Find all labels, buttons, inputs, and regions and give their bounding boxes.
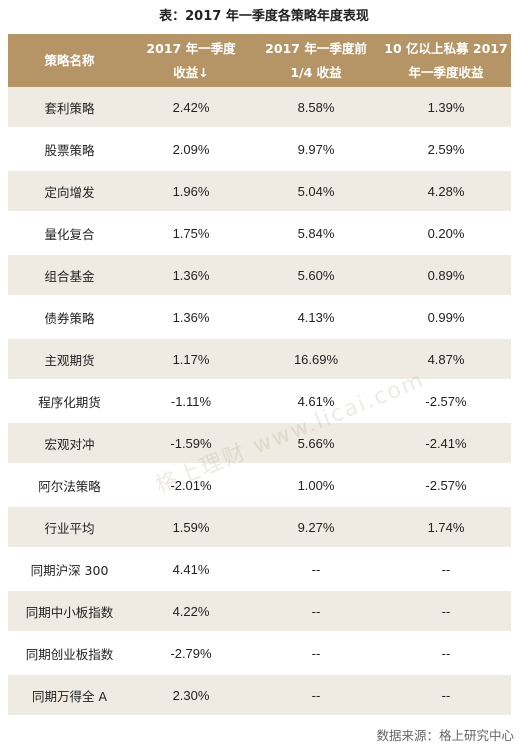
cell-q1-return: 2.42%	[131, 87, 251, 128]
cell-pre-q1-return: 5.66%	[251, 422, 381, 464]
cell-large-fund-q1-return: --	[381, 590, 511, 632]
table-row: 股票策略 2.09% 9.97% 2.59%	[8, 128, 511, 170]
table-title: 表：2017 年一季度各策略年度表现	[159, 9, 369, 24]
table-header: 策略名称 2017 年一季度 收益↓ 2017 年一季度前 1/4 收益 10 亿以上私募…	[8, 34, 511, 87]
cell-strategy-name: 程序化期货	[8, 380, 131, 422]
cell-q1-return: 4.22%	[131, 590, 251, 632]
cell-strategy-name: 宏观对冲	[8, 422, 131, 464]
header-text-line: 收益↓	[173, 64, 209, 80]
cell-large-fund-q1-return: -2.57%	[381, 380, 511, 422]
cell-pre-q1-return: 9.97%	[251, 128, 381, 170]
cell-q1-return: -2.01%	[131, 464, 251, 506]
cell-pre-q1-return: --	[251, 548, 381, 590]
table-row: 同期万得全 A 2.30% -- --	[8, 674, 511, 716]
table-row: 阿尔法策略 -2.01% 1.00% -2.57%	[8, 464, 511, 506]
table-row: 宏观对冲 -1.59% 5.66% -2.41%	[8, 422, 511, 464]
cell-large-fund-q1-return: -2.41%	[381, 422, 511, 464]
header-large-fund-q1-return: 10 亿以上私募 2017 年一季度收益	[381, 34, 511, 87]
cell-large-fund-q1-return: 4.87%	[381, 338, 511, 380]
cell-pre-q1-return: 4.13%	[251, 296, 381, 338]
table-body: 套利策略 2.42% 8.58% 1.39% 股票策略 2.09% 9.97% 2.59% 定向…	[8, 87, 511, 716]
table-row: 债券策略 1.36% 4.13% 0.99%	[8, 296, 511, 338]
cell-large-fund-q1-return: 0.99%	[381, 296, 511, 338]
table-row: 定向增发 1.96% 5.04% 4.28%	[8, 170, 511, 212]
table-row: 同期中小板指数 4.22% -- --	[8, 590, 511, 632]
cell-strategy-name: 股票策略	[8, 128, 131, 170]
cell-large-fund-q1-return: -2.57%	[381, 464, 511, 506]
cell-q1-return: 1.75%	[131, 212, 251, 254]
cell-q1-return: 2.30%	[131, 674, 251, 716]
cell-strategy-name: 行业平均	[8, 506, 131, 548]
cell-pre-q1-return: 5.04%	[251, 170, 381, 212]
header-pre-q1-return: 2017 年一季度前 1/4 收益	[251, 34, 381, 87]
cell-large-fund-q1-return: --	[381, 548, 511, 590]
cell-strategy-name: 定向增发	[8, 170, 131, 212]
cell-large-fund-q1-return: 4.28%	[381, 170, 511, 212]
cell-strategy-name: 同期万得全 A	[8, 674, 131, 716]
cell-strategy-name: 组合基金	[8, 254, 131, 296]
cell-strategy-name: 套利策略	[8, 87, 131, 128]
cell-large-fund-q1-return: 1.39%	[381, 87, 511, 128]
cell-q1-return: 1.36%	[131, 296, 251, 338]
cell-q1-return: 1.59%	[131, 506, 251, 548]
cell-large-fund-q1-return: 1.74%	[381, 506, 511, 548]
cell-strategy-name: 同期中小板指数	[8, 590, 131, 632]
cell-large-fund-q1-return: 0.89%	[381, 254, 511, 296]
cell-large-fund-q1-return: 2.59%	[381, 128, 511, 170]
cell-q1-return: -1.11%	[131, 380, 251, 422]
cell-pre-q1-return: --	[251, 632, 381, 674]
cell-strategy-name: 量化复合	[8, 212, 131, 254]
cell-q1-return: 2.09%	[131, 128, 251, 170]
header-text-line: 10 亿以上私募 2017	[384, 40, 508, 56]
cell-strategy-name: 阿尔法策略	[8, 464, 131, 506]
cell-large-fund-q1-return: --	[381, 674, 511, 716]
cell-large-fund-q1-return: 0.20%	[381, 212, 511, 254]
cell-pre-q1-return: 16.69%	[251, 338, 381, 380]
table-row: 套利策略 2.42% 8.58% 1.39%	[8, 87, 511, 128]
strategy-performance-table: 策略名称 2017 年一季度 收益↓ 2017 年一季度前 1/4 收益 10 亿以上私募…	[8, 34, 511, 717]
cell-pre-q1-return: 5.84%	[251, 212, 381, 254]
cell-q1-return: 1.96%	[131, 170, 251, 212]
data-source-note: 数据来源：格上研究中心	[376, 728, 514, 743]
table-row: 组合基金 1.36% 5.60% 0.89%	[8, 254, 511, 296]
header-text-line: 年一季度收益	[408, 64, 484, 80]
header-text-line: 2017 年一季度前	[265, 40, 367, 56]
table-row: 同期沪深 300 4.41% -- --	[8, 548, 511, 590]
header-row: 策略名称 2017 年一季度 收益↓ 2017 年一季度前 1/4 收益 10 亿以上私募…	[8, 34, 511, 87]
cell-q1-return: 1.17%	[131, 338, 251, 380]
cell-q1-return: 4.41%	[131, 548, 251, 590]
cell-strategy-name: 同期创业板指数	[8, 632, 131, 674]
cell-pre-q1-return: 8.58%	[251, 87, 381, 128]
cell-pre-q1-return: --	[251, 590, 381, 632]
cell-q1-return: 1.36%	[131, 254, 251, 296]
table-row: 量化复合 1.75% 5.84% 0.20%	[8, 212, 511, 254]
table-row: 行业平均 1.59% 9.27% 1.74%	[8, 506, 511, 548]
cell-pre-q1-return: 9.27%	[251, 506, 381, 548]
header-text-line: 2017 年一季度	[146, 40, 236, 56]
cell-strategy-name: 同期沪深 300	[8, 548, 131, 590]
cell-strategy-name: 主观期货	[8, 338, 131, 380]
header-q1-return: 2017 年一季度 收益↓	[131, 34, 251, 87]
cell-q1-return: -1.59%	[131, 422, 251, 464]
table-row: 同期创业板指数 -2.79% -- --	[8, 632, 511, 674]
cell-strategy-name: 债券策略	[8, 296, 131, 338]
header-strategy-name: 策略名称	[8, 34, 131, 87]
header-text-line: 1/4 收益	[290, 64, 342, 80]
cell-q1-return: -2.79%	[131, 632, 251, 674]
cell-pre-q1-return: 5.60%	[251, 254, 381, 296]
cell-large-fund-q1-return: --	[381, 632, 511, 674]
header-text-line: 策略名称	[44, 52, 95, 68]
table-row: 程序化期货 -1.11% 4.61% -2.57%	[8, 380, 511, 422]
cell-pre-q1-return: --	[251, 674, 381, 716]
cell-pre-q1-return: 4.61%	[251, 380, 381, 422]
table-row: 主观期货 1.17% 16.69% 4.87%	[8, 338, 511, 380]
cell-pre-q1-return: 1.00%	[251, 464, 381, 506]
